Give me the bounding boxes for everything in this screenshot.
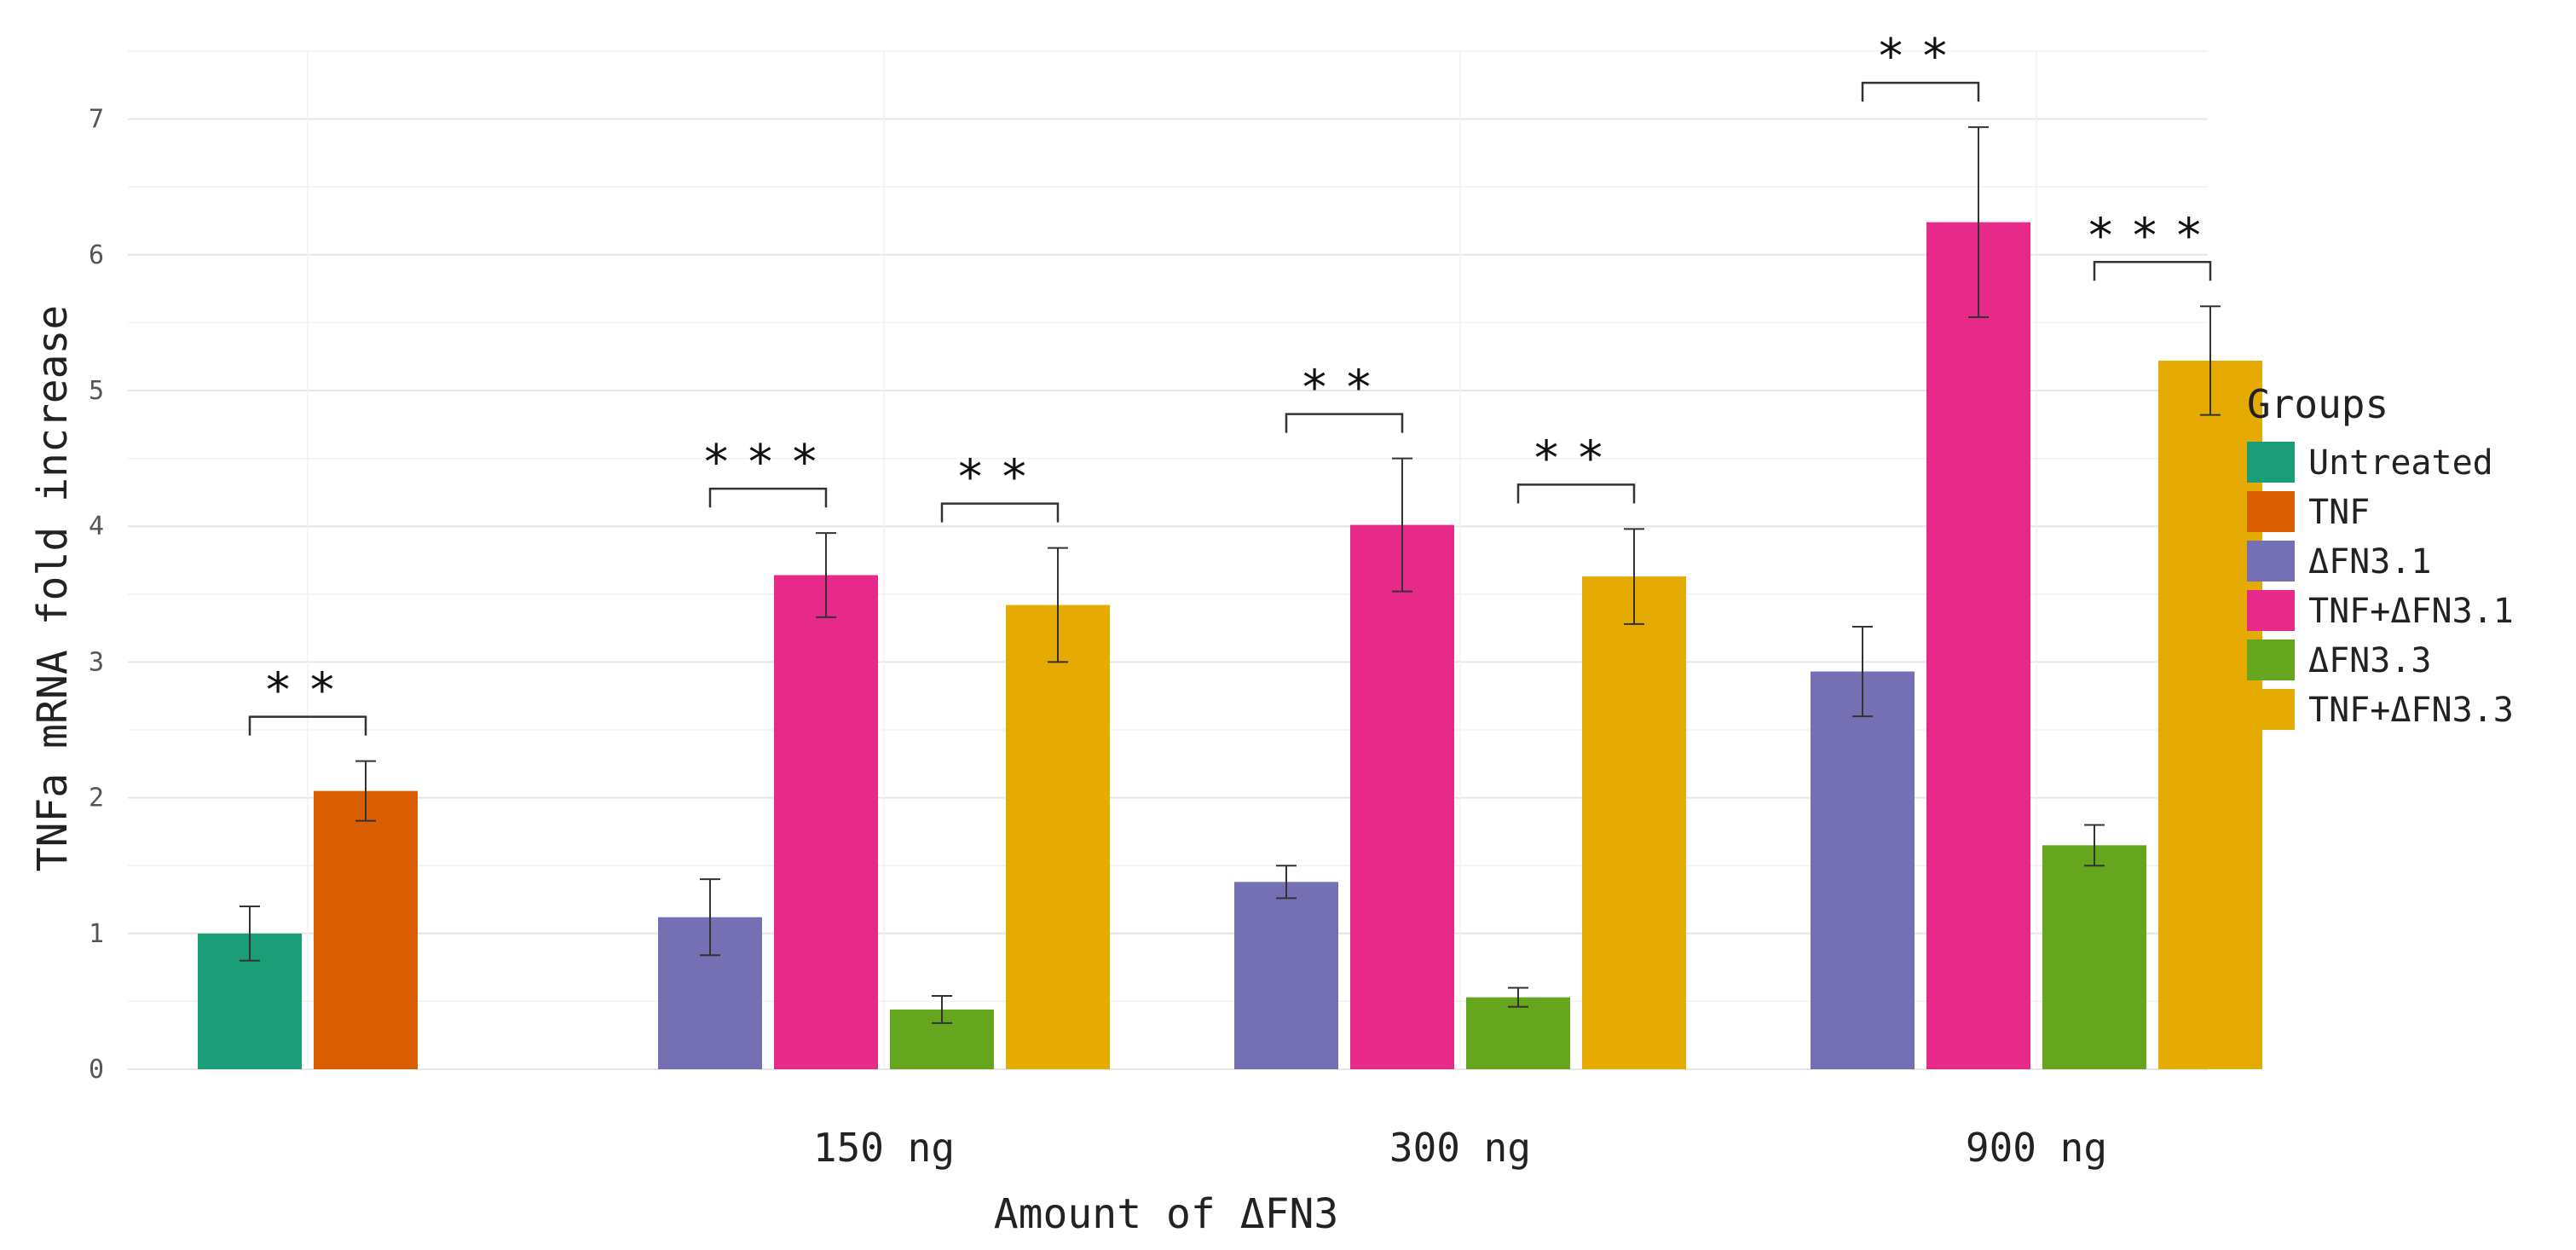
error-bars [240,126,2221,1024]
legend-key [2247,689,2295,730]
legend: Groups Untreated TNF ΔFN3.1 TNF+ΔFN3.1 ΔFN3.… [2247,381,2514,730]
significance-bracket [1861,81,1980,102]
bar [1350,524,1454,1069]
significance-label: ** [263,663,351,719]
bar [1234,882,1338,1069]
y-tick-label: 3 [89,647,104,677]
significance-bracket [2093,261,2212,281]
significance-bracket [940,502,1060,523]
significance-bracket [1285,413,1404,433]
y-tick-label: 2 [89,784,104,813]
bars [198,222,2262,1069]
significance-label: *** [702,435,834,490]
significance-label: ** [1876,29,1964,84]
y-tick-label: 7 [89,105,104,135]
y-axis-ticks: 0 1 2 3 4 5 6 7 [89,105,104,1085]
legend-title: Groups [2247,381,2388,427]
bar [2158,360,2262,1069]
y-axis-title: TNFa mRNA fold increase [29,305,77,872]
legend-label: ΔFN3.1 [2308,542,2432,582]
y-tick-label: 0 [89,1055,104,1085]
bar [1811,671,1915,1069]
y-tick-label: 4 [89,512,104,541]
x-tick-label: 150 ng [813,1125,955,1171]
legend-key [2247,442,2295,483]
legend-key [2247,541,2295,582]
legend-key [2247,639,2295,680]
legend-label: ΔFN3.3 [2308,641,2432,680]
legend-label: TNF+ΔFN3.1 [2308,592,2514,631]
legend-key [2247,590,2295,631]
significance-label: *** [2086,208,2218,263]
bar [1582,576,1686,1069]
x-tick-label: 900 ng [1966,1125,2107,1171]
significance-label: ** [1300,361,1388,416]
bar [1926,222,2030,1069]
significance-bracket [248,715,367,736]
bar [314,790,418,1069]
legend-key [2247,491,2295,532]
bar [774,575,878,1069]
legend-label: TNF+ΔFN3.3 [2308,691,2514,730]
significance-label: ** [1532,431,1620,486]
significance-label: ** [956,450,1043,506]
x-axis-ticks: 150 ng 300 ng 900 ng [813,1125,2107,1171]
x-tick-label: 300 ng [1389,1125,1531,1171]
gridlines [128,50,2208,1070]
bar [1466,997,1570,1069]
significance-annotations: ***** *********** [248,29,2218,736]
y-tick-label: 1 [89,919,104,949]
significance-bracket [708,487,828,508]
bar [2042,845,2146,1069]
legend-items: Untreated TNF ΔFN3.1 TNF+ΔFN3.1 ΔFN3.3 TNF+ΔF… [2247,442,2514,730]
y-tick-label: 6 [89,240,104,270]
bar [1006,605,1110,1069]
legend-label: TNF [2308,493,2370,532]
y-tick-label: 5 [89,376,104,406]
significance-bracket [1516,483,1636,504]
x-axis-title: Amount of ΔFN3 [994,1190,1339,1238]
legend-label: Untreated [2308,443,2493,483]
